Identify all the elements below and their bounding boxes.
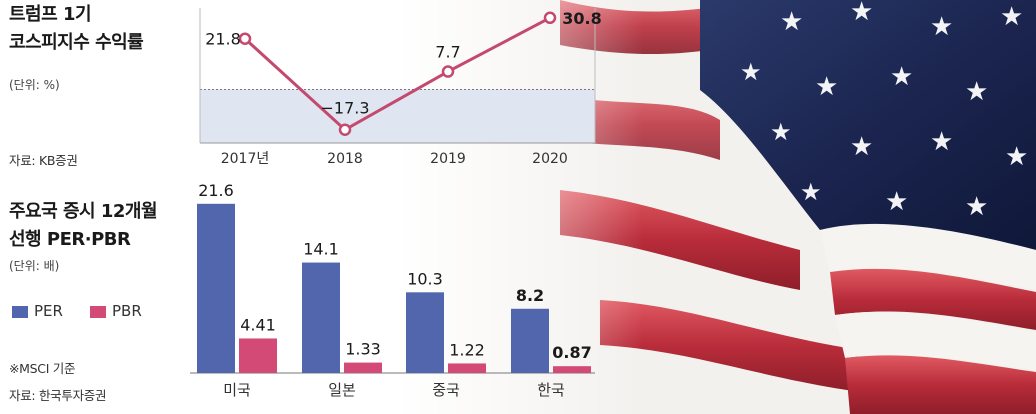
line-point-3 [543,11,557,25]
svg-text:★: ★ [1000,2,1023,32]
line-chart-title-line-2: 코스피지수 수익률 [9,32,144,53]
bar-chart-title-line-2: 선행 PER·PBR [9,229,131,250]
line-point-0 [238,32,252,45]
legend-label-pbr: PBR [112,302,142,320]
line-data-label-3: 30.8 [562,9,601,28]
bar-per-3 [511,308,549,373]
bar-label-pbr-2: 1.22 [449,340,485,359]
svg-text:★: ★ [815,72,838,102]
bar-chart-title-line-1: 주요국 증시 12개월 [9,201,158,222]
line-x-tick-2: 2019 [430,151,466,167]
bar-chart-note: ※MSCI 기준 [9,361,76,376]
bar-chart-source: 자료: 한국투자증권 [9,388,107,403]
line-x-tick-0: 2017년 [221,151,270,167]
svg-text:★: ★ [930,12,953,42]
svg-text:★: ★ [850,132,873,162]
bar-x-tick-3: 한국 [537,381,565,399]
line-data-label-1: −17.3 [320,99,369,118]
bar-label-per-1: 14.1 [303,240,339,259]
legend-label-per: PER [34,302,63,320]
svg-text:★: ★ [770,118,792,146]
bar-label-pbr-0: 4.41 [240,315,276,334]
svg-text:★: ★ [740,58,762,86]
line-chart-unit: (단위: %) [9,78,60,92]
bar-pbr-3 [553,366,591,373]
line-data-label-0: 21.8 [205,30,241,49]
bar-label-pbr-3: 0.87 [552,343,591,362]
svg-text:★: ★ [1005,142,1028,172]
svg-text:★: ★ [965,192,988,222]
bar-label-per-2: 10.3 [407,269,443,288]
bar-chart-unit: (단위: 배) [9,259,60,273]
legend-swatch-pbr [90,306,106,318]
bar-per-2 [406,292,444,373]
line-data-label-2: 7.7 [435,43,460,62]
below-zero-band [200,89,595,143]
svg-text:★: ★ [780,7,803,37]
bar-pbr-1 [344,362,382,373]
bar-per-1 [302,262,340,373]
line-chart-source: 자료: KB증권 [9,153,78,168]
line-series [243,16,551,132]
svg-text:★: ★ [930,127,953,157]
svg-text:★: ★ [800,178,822,206]
line-x-tick-1: 2018 [327,151,363,167]
bar-label-per-0: 21.6 [198,181,234,200]
bar-pbr-2 [448,363,486,373]
bar-x-tick-0: 미국 [223,381,251,399]
svg-text:★: ★ [885,187,908,217]
svg-text:★: ★ [965,77,988,107]
bar-x-tick-1: 일본 [328,381,356,399]
legend-swatch-per [12,306,28,318]
bar-label-per-3: 8.2 [516,286,544,305]
svg-text:★: ★ [890,62,913,92]
bar-x-tick-2: 중국 [432,381,460,399]
bar-label-pbr-1: 1.33 [345,340,381,359]
line-x-tick-3: 2020 [532,151,568,167]
bar-per-0 [197,203,235,373]
svg-text:★: ★ [850,0,873,27]
line-point-2 [441,65,455,78]
bar-pbr-0 [239,338,277,373]
line-point-1 [338,123,352,136]
line-chart-title-line-1: 트럼프 1기 [9,4,92,25]
